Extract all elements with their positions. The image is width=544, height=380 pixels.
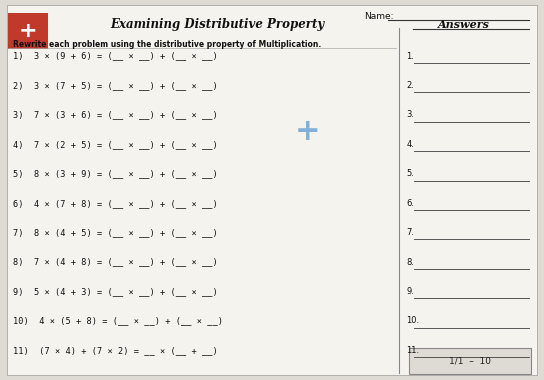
Text: +: + (294, 117, 320, 146)
Text: 3.: 3. (406, 111, 414, 119)
Text: 7.: 7. (406, 228, 414, 237)
Text: 3)  7 × (3 + 6) = (__ × __) + (__ × __): 3) 7 × (3 + 6) = (__ × __) + (__ × __) (13, 111, 218, 119)
Text: 9)  5 × (4 + 3) = (__ × __) + (__ × __): 9) 5 × (4 + 3) = (__ × __) + (__ × __) (13, 287, 218, 296)
Text: Examining Distributive Property: Examining Distributive Property (111, 17, 325, 30)
Text: Name:: Name: (364, 12, 393, 21)
Text: 4)  7 × (2 + 5) = (__ × __) + (__ × __): 4) 7 × (2 + 5) = (__ × __) + (__ × __) (13, 140, 218, 149)
Text: 7)  8 × (4 + 5) = (__ × __) + (__ × __): 7) 8 × (4 + 5) = (__ × __) + (__ × __) (13, 228, 218, 237)
Text: 9.: 9. (406, 287, 414, 296)
Text: 11)  (7 × 4) + (7 × 2) = __ × (__ + __): 11) (7 × 4) + (7 × 2) = __ × (__ + __) (13, 346, 218, 355)
Text: 1/1  –  10: 1/1 – 10 (449, 356, 491, 366)
Text: 2)  3 × (7 + 5) = (__ × __) + (__ × __): 2) 3 × (7 + 5) = (__ × __) + (__ × __) (13, 81, 218, 90)
Text: 2.: 2. (406, 81, 414, 90)
Text: 5)  8 × (3 + 9) = (__ × __) + (__ × __): 5) 8 × (3 + 9) = (__ × __) + (__ × __) (13, 169, 218, 178)
Text: 8.: 8. (406, 258, 414, 266)
Text: 6)  4 × (7 + 8) = (__ × __) + (__ × __): 6) 4 × (7 + 8) = (__ × __) + (__ × __) (13, 199, 218, 208)
Text: 11.: 11. (406, 346, 419, 355)
Text: 5.: 5. (406, 169, 414, 178)
FancyBboxPatch shape (409, 348, 531, 374)
FancyBboxPatch shape (8, 13, 48, 49)
Text: +: + (18, 21, 37, 41)
Text: 8)  7 × (4 + 8) = (__ × __) + (__ × __): 8) 7 × (4 + 8) = (__ × __) + (__ × __) (13, 258, 218, 266)
Text: 6.: 6. (406, 199, 414, 208)
Text: 1.: 1. (406, 52, 414, 60)
Text: Rewrite each problem using the distributive property of Multiplication.: Rewrite each problem using the distribut… (13, 40, 322, 49)
Text: Answers: Answers (438, 19, 490, 30)
Text: 1)  3 × (9 + 6) = (__ × __) + (__ × __): 1) 3 × (9 + 6) = (__ × __) + (__ × __) (13, 52, 218, 60)
Text: 10.: 10. (406, 317, 419, 325)
Text: 10)  4 × (5 + 8) = (__ × __) + (__ × __): 10) 4 × (5 + 8) = (__ × __) + (__ × __) (13, 317, 223, 325)
FancyBboxPatch shape (7, 5, 537, 375)
Text: 4.: 4. (406, 140, 414, 149)
